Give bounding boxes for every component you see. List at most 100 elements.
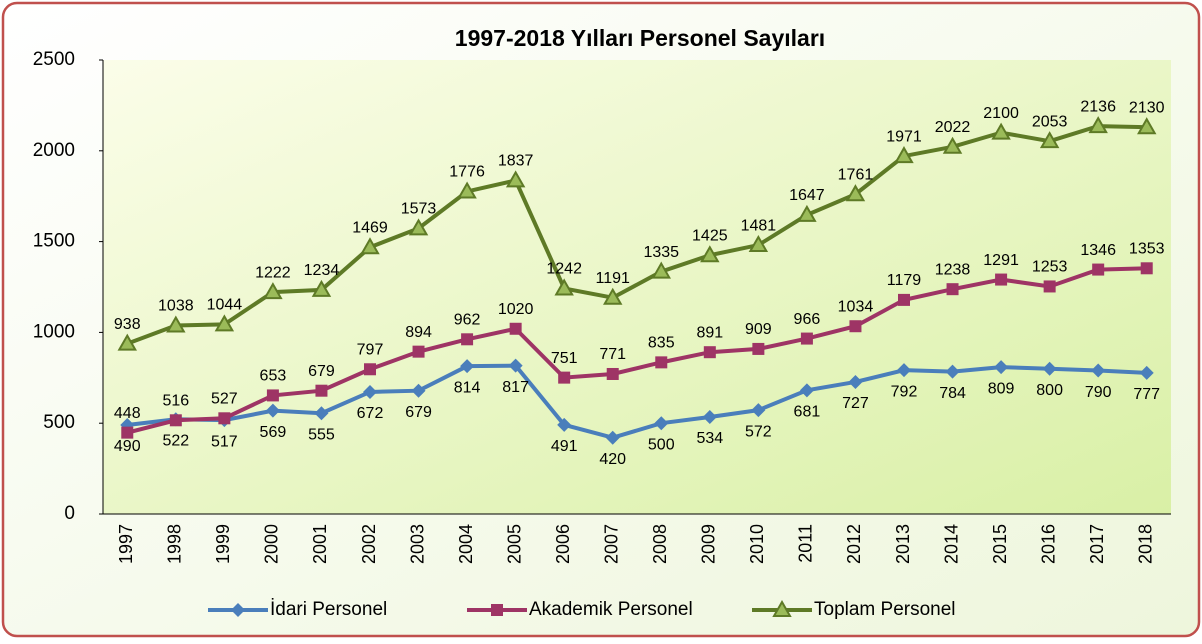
data-point [606,367,619,380]
data-label: 1346 [1080,242,1116,259]
series-line [127,363,1147,440]
x-tick-label: 2012 [844,524,864,564]
data-label: 1038 [158,298,194,315]
data-point [166,315,186,333]
data-label: 1481 [741,217,777,234]
x-tick-label: 2016 [1038,524,1058,564]
data-point [214,314,235,332]
data-point [411,383,426,398]
data-point [265,403,280,418]
data-point [311,279,332,297]
data-point [1043,280,1056,293]
data-point [1088,116,1108,134]
data-point [799,383,814,398]
data-label: 1020 [498,301,534,318]
series-line [126,266,1147,435]
x-tick-label: 2017 [1087,524,1107,564]
data-point [263,282,283,300]
data-label: 1034 [838,298,874,315]
legend-label: İdari Personel [270,599,387,620]
x-tick-label: 2014 [941,524,961,564]
data-point [845,184,866,202]
data-point [800,332,813,345]
data-label: 569 [260,424,287,441]
legend-marker [491,604,503,616]
data-label: 1776 [449,164,485,181]
data-label: 1234 [304,262,340,279]
data-label: 672 [357,405,384,422]
data-label: 1837 [498,153,534,170]
data-label: 1971 [886,128,922,145]
data-point [1140,262,1153,275]
y-tick-label: 0 [64,503,75,524]
data-label: 777 [1133,386,1160,403]
data-label: 2136 [1080,98,1116,115]
data-label: 809 [988,380,1015,397]
data-label: 1222 [255,264,291,281]
data-label: 534 [696,430,723,447]
y-tick-label: 2000 [33,140,75,161]
data-label: 527 [211,391,238,408]
x-tick-label: 2005 [504,524,524,564]
data-point [942,136,963,154]
data-point [894,146,914,164]
data-label: 2130 [1129,99,1165,116]
data-point [408,218,429,236]
data-label: 792 [891,383,918,400]
x-tick-label: 2013 [893,524,913,564]
data-label: 679 [308,363,335,380]
data-point [702,410,717,425]
data-label: 681 [794,404,821,421]
data-label: 516 [162,393,189,410]
x-tick-label: 1997 [116,524,136,564]
data-label: 1425 [692,227,728,244]
data-label: 797 [357,341,384,358]
data-point [509,322,522,335]
data-point [554,278,574,296]
series-line [126,124,1147,346]
data-label: 1238 [935,261,971,278]
data-label: 891 [696,324,723,341]
data-label: 784 [939,385,966,402]
x-tick-label: 2008 [650,524,670,564]
data-label: 771 [599,346,626,363]
data-point [751,403,766,418]
data-point [218,412,231,425]
data-label: 1761 [838,166,874,183]
data-label: 2053 [1032,113,1068,130]
data-point [315,384,328,397]
data-label: 817 [502,379,529,396]
data-label: 500 [648,436,675,453]
data-label: 909 [745,321,772,338]
data-label: 938 [114,316,141,333]
data-label: 966 [794,311,821,328]
data-label: 490 [114,438,141,455]
x-tick-label: 2018 [1135,524,1155,564]
data-point [557,417,572,432]
x-tick-label: 2000 [262,524,282,564]
data-label: 1191 [596,270,631,287]
data-label: 1469 [352,219,388,236]
x-tick-label: 2004 [456,524,476,564]
data-label: 679 [405,404,432,421]
data-point [461,333,474,346]
data-point [363,384,377,399]
x-tick-label: 2003 [407,524,427,564]
data-point [654,416,669,431]
data-label: 2100 [983,105,1019,122]
data-point [457,181,477,199]
data-point [121,426,134,439]
data-point [945,364,960,379]
data-label: 1242 [546,261,582,278]
x-tick-label: 2011 [796,524,816,563]
data-point [117,333,137,351]
data-label: 653 [260,368,287,385]
data-label: 555 [308,426,335,443]
data-label: 491 [551,438,578,455]
data-label: 1253 [1032,259,1068,276]
legend-label: Akademik Personel [529,599,693,620]
data-label: 1353 [1129,241,1165,258]
data-label: 448 [114,405,141,422]
